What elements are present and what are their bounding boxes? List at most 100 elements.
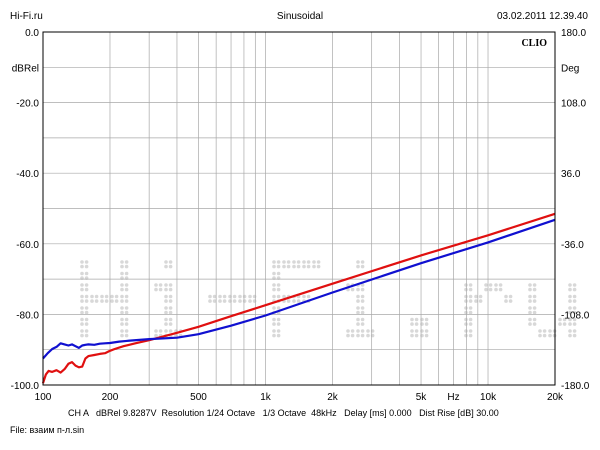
watermark-dot bbox=[208, 294, 212, 299]
watermark-dot bbox=[84, 333, 89, 338]
header-site-label: Hi-Fi.ru bbox=[10, 11, 43, 22]
watermark-dot bbox=[568, 333, 572, 338]
watermark-dot bbox=[568, 299, 572, 303]
watermark-dot bbox=[568, 306, 572, 310]
watermark-dot bbox=[120, 299, 124, 303]
watermark-dot bbox=[542, 333, 547, 338]
watermark-dot bbox=[120, 283, 124, 287]
watermark-dot bbox=[562, 317, 567, 322]
x-tick-label: 500 bbox=[190, 392, 207, 403]
watermark-dot bbox=[272, 306, 276, 310]
watermark-dot bbox=[80, 271, 84, 276]
watermark-dot bbox=[360, 306, 365, 310]
watermark-dot bbox=[168, 287, 173, 292]
x-axis-label: Hz bbox=[447, 392, 459, 403]
watermark-dot bbox=[282, 264, 286, 269]
watermark-dot bbox=[276, 264, 281, 269]
watermark-dot bbox=[464, 283, 468, 287]
x-tick-label: 10k bbox=[480, 392, 497, 403]
watermark-dot bbox=[306, 260, 311, 264]
y2-tick-label: 36.0 bbox=[561, 169, 581, 180]
watermark-dot bbox=[346, 283, 350, 287]
watermark-dot bbox=[478, 294, 483, 299]
watermark-dot bbox=[272, 329, 276, 333]
watermark-dot bbox=[356, 260, 360, 264]
watermark-dot bbox=[276, 306, 281, 310]
watermark-dot bbox=[498, 287, 503, 292]
watermark-dot bbox=[282, 260, 286, 264]
x-tick-label: 5k bbox=[416, 392, 428, 403]
watermark-dot bbox=[164, 283, 168, 287]
watermark-dot bbox=[572, 322, 577, 326]
watermark-dot bbox=[464, 317, 468, 322]
watermark-dot bbox=[414, 322, 419, 326]
watermark-dot bbox=[558, 317, 562, 322]
watermark-dot bbox=[296, 260, 301, 264]
watermark-dot bbox=[110, 294, 114, 299]
watermark-dot bbox=[124, 294, 129, 299]
watermark-dot bbox=[360, 333, 365, 338]
clio-logo: CLIO bbox=[521, 38, 547, 49]
watermark-dot bbox=[568, 310, 572, 315]
watermark-dot bbox=[464, 294, 468, 299]
watermark-dot bbox=[464, 306, 468, 310]
watermark-dot bbox=[316, 260, 321, 264]
watermark-dot bbox=[528, 310, 532, 315]
watermark-dot bbox=[468, 299, 473, 303]
watermark-dot bbox=[478, 299, 483, 303]
watermark-dot bbox=[120, 260, 124, 264]
watermark-dot bbox=[356, 317, 360, 322]
watermark-dot bbox=[84, 322, 89, 326]
chart-grid bbox=[43, 32, 555, 385]
watermark-dot bbox=[84, 317, 89, 322]
watermark-dot bbox=[168, 264, 173, 269]
watermark-dot bbox=[410, 317, 414, 322]
watermark-dot bbox=[80, 322, 84, 326]
watermark-dot bbox=[120, 306, 124, 310]
watermark-dot bbox=[124, 333, 129, 338]
watermark-dot bbox=[572, 329, 577, 333]
watermark-dot bbox=[168, 260, 173, 264]
watermark-dot bbox=[218, 294, 222, 299]
watermark-dot bbox=[158, 287, 163, 292]
watermark-dot bbox=[80, 264, 84, 269]
watermark-dot bbox=[306, 294, 311, 299]
watermark-dot bbox=[360, 287, 365, 292]
watermark-dot bbox=[494, 283, 498, 287]
watermark-dot bbox=[366, 329, 370, 333]
watermark-dot bbox=[568, 317, 572, 322]
watermark-dot bbox=[100, 299, 104, 303]
watermark-dot bbox=[104, 299, 109, 303]
watermark-dot bbox=[572, 333, 577, 338]
watermark-dot bbox=[572, 294, 577, 299]
watermark-dot bbox=[356, 310, 360, 315]
watermark-dot bbox=[80, 306, 84, 310]
watermark-dot bbox=[356, 333, 360, 338]
watermark-dot bbox=[414, 317, 419, 322]
watermark-dot bbox=[276, 329, 281, 333]
watermark-dot bbox=[468, 333, 473, 338]
watermark-dot bbox=[568, 283, 572, 287]
watermark-dot bbox=[212, 294, 217, 299]
watermark-dot bbox=[316, 264, 321, 269]
watermark-dot bbox=[164, 322, 168, 326]
watermark-dot bbox=[154, 333, 158, 338]
watermark-dot bbox=[356, 287, 360, 292]
watermark-dot bbox=[84, 260, 89, 264]
watermark-dot bbox=[124, 271, 129, 276]
watermark-dot bbox=[464, 333, 468, 338]
watermark-dot bbox=[168, 283, 173, 287]
watermark-dot bbox=[356, 294, 360, 299]
watermark-dot bbox=[120, 333, 124, 338]
watermark-dot bbox=[548, 329, 552, 333]
watermark-dot bbox=[84, 271, 89, 276]
watermark-dot bbox=[356, 329, 360, 333]
watermark-dot bbox=[528, 294, 532, 299]
watermark-dot bbox=[488, 287, 493, 292]
watermark-dot bbox=[360, 322, 365, 326]
watermark-dot bbox=[276, 283, 281, 287]
watermark-dot bbox=[572, 306, 577, 310]
watermark-dot bbox=[572, 317, 577, 322]
watermark-dot bbox=[356, 264, 360, 269]
watermark-dot bbox=[120, 322, 124, 326]
